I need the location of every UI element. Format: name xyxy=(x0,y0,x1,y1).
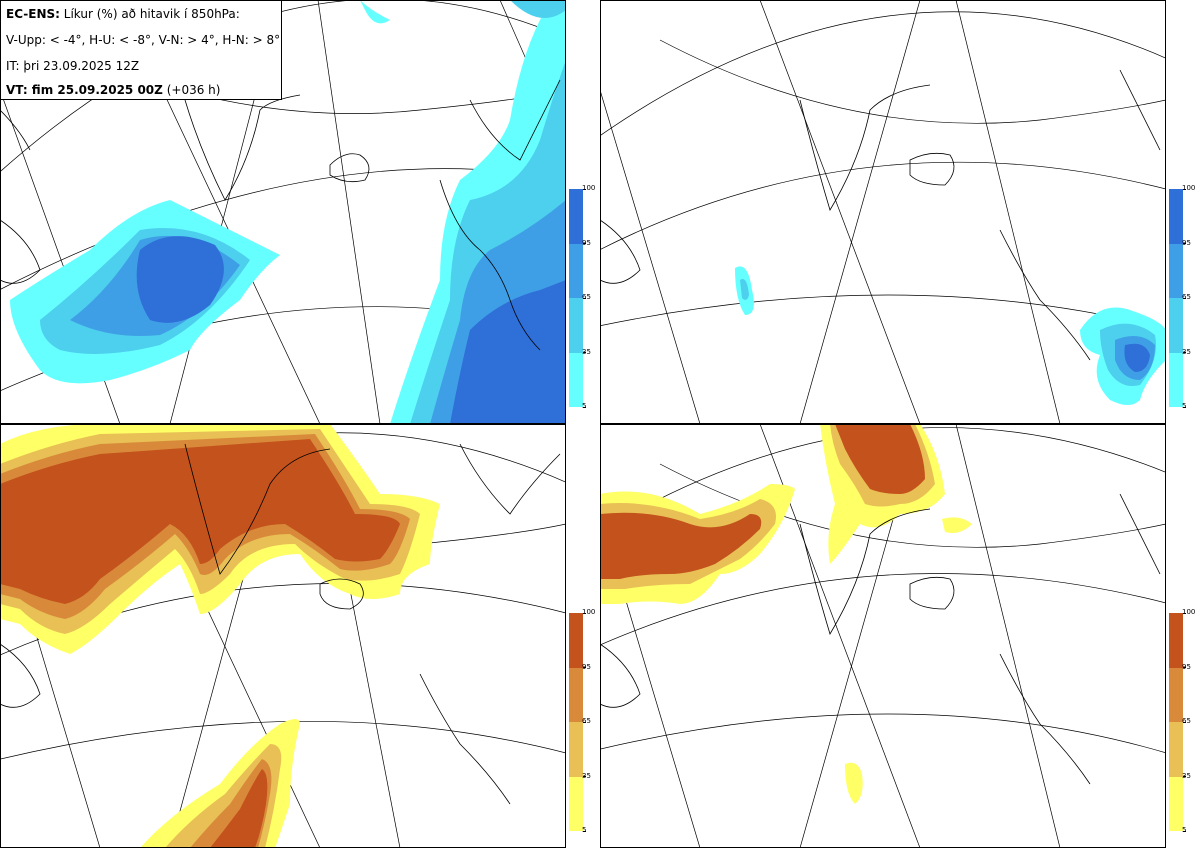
colorbar-tick-label: 100 xyxy=(1182,184,1196,192)
colorbar-segment xyxy=(569,613,583,668)
colorbar-tick-label: 35 xyxy=(1182,347,1191,356)
colorbar-segment xyxy=(1169,243,1183,298)
warm-anomaly-field xyxy=(600,424,972,804)
colorbar-segment xyxy=(1169,298,1183,353)
map-legend: EC-ENS: Líkur (%) að hitavik í 850hPa: V… xyxy=(0,0,282,100)
colorbar-tick-label: 35 xyxy=(1182,771,1191,780)
colorbar-segment xyxy=(569,298,583,353)
colorbar-segment xyxy=(569,243,583,298)
map-panel-warm-4: 5 35 65 95 100 xyxy=(0,424,595,848)
colorbar-warm-bottom-left: 5 35 65 95 100 xyxy=(569,608,595,834)
warm-anomaly-field-south xyxy=(140,719,300,848)
colorbar-tick xyxy=(1183,406,1186,408)
colorbar-tick xyxy=(583,406,586,408)
map-panel-warm-8: 5 35 65 95 100 xyxy=(600,424,1195,848)
colorbar-tick-label: 95 xyxy=(582,662,591,671)
probability-map-cold-4 xyxy=(0,0,566,424)
colorbar-segment xyxy=(569,352,583,407)
colorbar-tick xyxy=(583,721,586,723)
coastlines xyxy=(600,69,1161,361)
colorbar-tick-label: 100 xyxy=(1182,608,1196,616)
colorbar-tick xyxy=(1183,297,1186,299)
map-panel-cold-8: 5 35 65 95 100 xyxy=(600,0,1195,424)
colorbar-segment xyxy=(1169,613,1183,668)
colorbar-tick-label: 5 xyxy=(582,402,587,410)
legend-valid-time: VT: fim 25.09.2025 00Z xyxy=(6,83,163,97)
colorbar-tick xyxy=(1183,612,1186,614)
colorbar-tick-label: 100 xyxy=(582,184,596,192)
colorbar-tick xyxy=(583,612,586,614)
colorbar-warm-bottom-right: 5 35 65 95 100 xyxy=(1169,608,1195,834)
colorbar-tick xyxy=(583,667,586,668)
map-panel-cold-4: 5 35 65 95 100 EC-ENS: Líkur (%) að hitavik … xyxy=(0,0,595,424)
coastlines xyxy=(0,79,561,351)
colorbar-cold-top-left: 5 35 65 95 100 xyxy=(569,184,595,410)
colorbar-segment xyxy=(569,189,583,244)
colorbar-tick-label: 95 xyxy=(1182,238,1191,247)
cold-anomaly-field-west xyxy=(10,200,280,384)
colorbar-segment xyxy=(1169,776,1183,831)
colorbar-tick-label: 95 xyxy=(1182,662,1191,671)
colorbar-tick-label: 100 xyxy=(582,608,596,616)
colorbar-tick-label: 35 xyxy=(582,347,591,356)
colorbar-cold-top-right: 5 35 65 95 100 xyxy=(1169,184,1195,410)
legend-thresholds: V-Upp: < -4°, H-U: < -8°, V-N: > 4°, H-N… xyxy=(6,33,281,47)
colorbar-tick-label: 65 xyxy=(1182,293,1191,301)
probability-map-warm-4 xyxy=(0,424,566,848)
probability-map-warm-8 xyxy=(600,424,1166,848)
cold-anomaly-field-east xyxy=(360,0,566,424)
legend-initial-time: IT: þri 23.09.2025 12Z xyxy=(6,59,140,73)
colorbar-tick xyxy=(1183,188,1186,190)
colorbar-tick-label: 5 xyxy=(1182,826,1187,834)
colorbar-segment xyxy=(1169,352,1183,407)
colorbar-tick-label: 5 xyxy=(1182,402,1187,410)
colorbar-tick-label: 35 xyxy=(582,771,591,780)
coastlines xyxy=(0,443,561,805)
colorbar-tick xyxy=(583,297,586,299)
colorbar-tick xyxy=(1183,721,1186,723)
probability-map-cold-8 xyxy=(600,0,1166,424)
colorbar-tick-label: 65 xyxy=(582,293,591,301)
model-name: EC-ENS: xyxy=(6,7,60,21)
colorbar-segment xyxy=(569,722,583,777)
colorbar-tick xyxy=(1183,776,1186,777)
legend-title: Líkur (%) að hitavik í 850hPa: xyxy=(63,7,240,21)
colorbar-tick xyxy=(1183,352,1186,353)
legend-lead-time: (+036 h) xyxy=(166,83,221,97)
colorbar-tick xyxy=(583,776,586,777)
colorbar-tick xyxy=(1183,830,1186,832)
colorbar-tick xyxy=(583,243,586,244)
colorbar-tick-label: 65 xyxy=(1182,717,1191,725)
colorbar-tick xyxy=(1183,243,1186,244)
colorbar-segment xyxy=(569,667,583,722)
colorbar-tick xyxy=(1183,667,1186,668)
colorbar-segment xyxy=(1169,189,1183,244)
colorbar-tick xyxy=(583,188,586,190)
warm-anomaly-field-north xyxy=(0,424,440,654)
colorbar-tick-label: 5 xyxy=(582,826,587,834)
colorbar-segment xyxy=(1169,667,1183,722)
coastlines xyxy=(600,493,1161,785)
colorbar-tick xyxy=(583,830,586,832)
colorbar-tick-label: 95 xyxy=(582,238,591,247)
cold-anomaly-field-small xyxy=(735,266,1166,405)
colorbar-tick-label: 65 xyxy=(582,717,591,725)
colorbar-tick xyxy=(583,352,586,353)
colorbar-segment xyxy=(1169,722,1183,777)
colorbar-segment xyxy=(569,776,583,831)
